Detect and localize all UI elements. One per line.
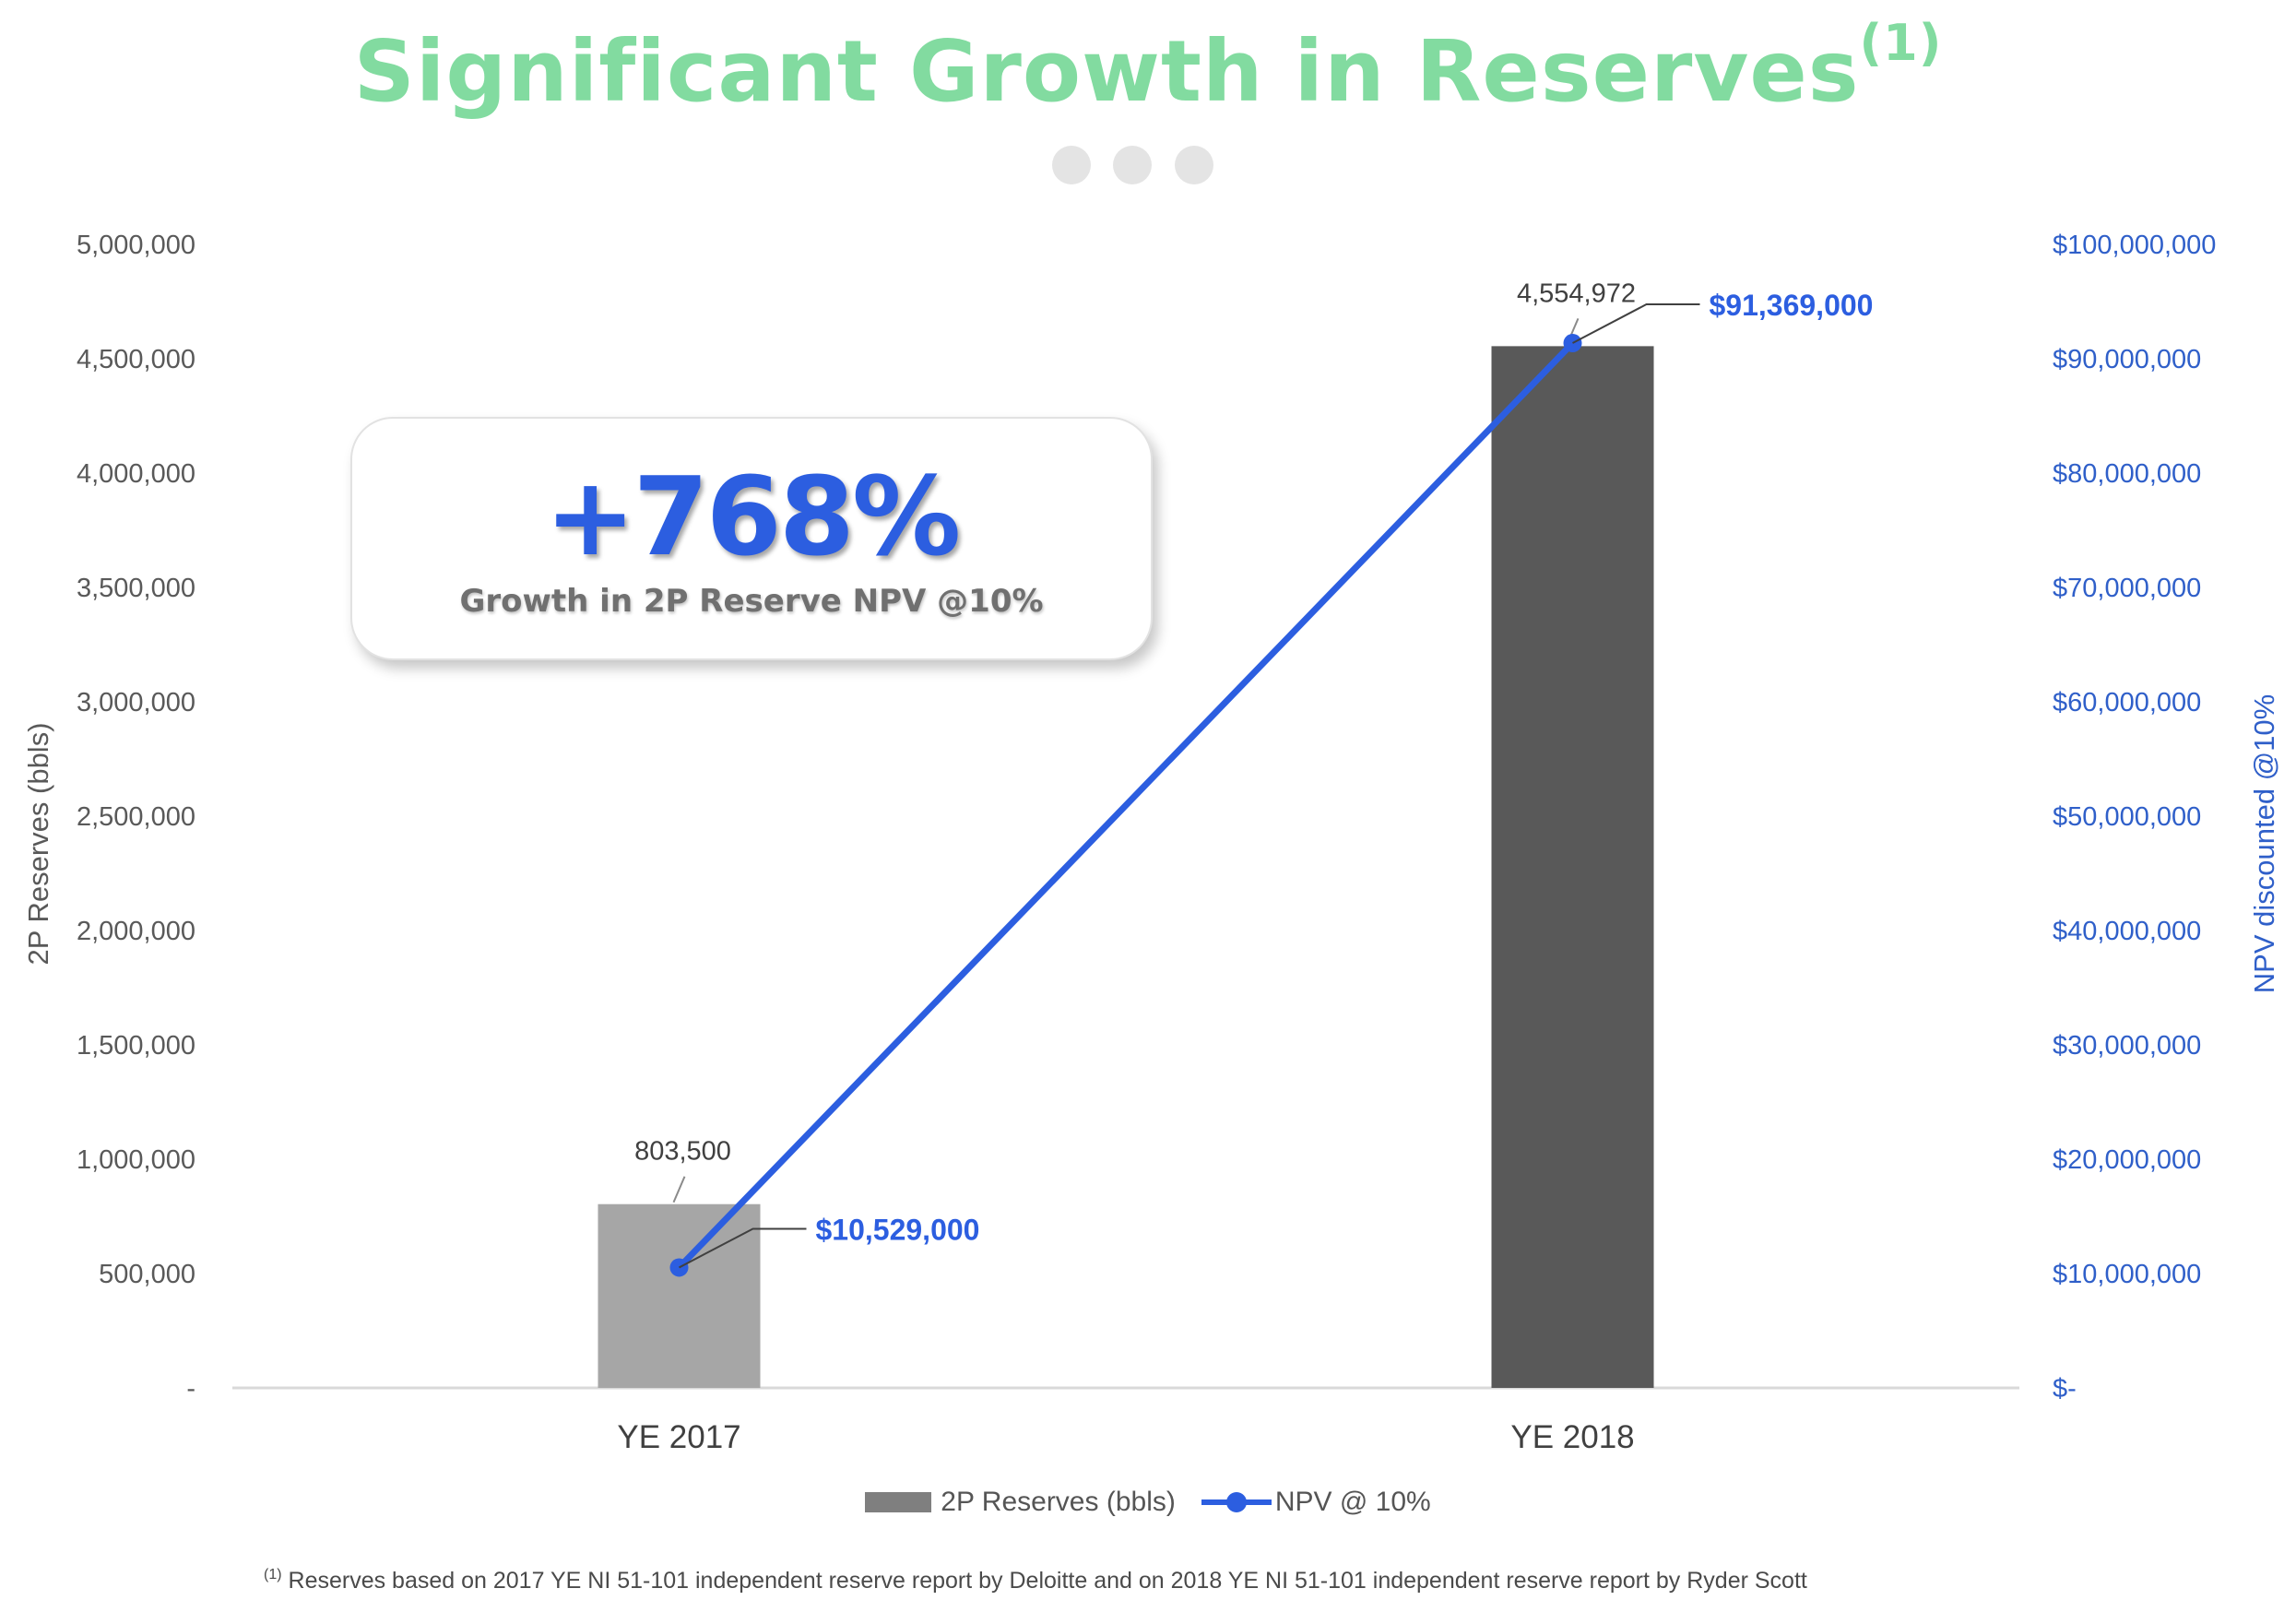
bar-reserves	[1491, 346, 1654, 1388]
bar-label-leader	[672, 1176, 686, 1203]
footnote-marker: (1)	[264, 1567, 282, 1582]
y-tick-left: 3,500,000	[77, 574, 195, 603]
callout-value: +768%	[544, 453, 961, 580]
legend-line-swatch	[1201, 1492, 1272, 1512]
legend-item-reserves: 2P Reserves (bbls)	[865, 1487, 1176, 1518]
y-tick-right: $30,000,000	[2053, 1031, 2201, 1061]
growth-callout: +768% Growth in 2P Reserve NPV @10%	[350, 417, 1153, 660]
y-tick-right: $50,000,000	[2053, 802, 2201, 832]
y-axis-title-right: NPV discounted @10%	[2248, 694, 2280, 993]
callout-label: Growth in 2P Reserve NPV @10%	[459, 583, 1044, 620]
chart-legend: 2P Reserves (bbls) NPV @ 10%	[0, 1487, 2296, 1518]
legend-item-npv: NPV @ 10%	[1201, 1487, 1431, 1518]
y-tick-right: $90,000,000	[2053, 345, 2201, 374]
npv-label-leader	[1572, 303, 1700, 344]
y-tick-right: $40,000,000	[2053, 917, 2201, 946]
y-tick-right: $60,000,000	[2053, 688, 2201, 717]
legend-bar-swatch	[865, 1492, 932, 1512]
page-title: Significant Growth in Reserves(1)	[0, 17, 2296, 127]
y-tick-left: 4,500,000	[77, 345, 195, 374]
title-footnote-marker: (1)	[1859, 14, 1943, 72]
y-tick-left: 3,000,000	[77, 688, 195, 717]
y-tick-right: $10,000,000	[2053, 1260, 2201, 1289]
x-tick-label: YE 2017	[617, 1419, 740, 1455]
bar-data-label: 803,500	[634, 1137, 731, 1167]
x-tick-label: YE 2018	[1510, 1419, 1634, 1455]
slide-dot-3	[1175, 146, 1213, 184]
footnote-text: Reserves based on 2017 YE NI 51-101 inde…	[288, 1568, 1807, 1594]
y-tick-left: 2,000,000	[77, 917, 195, 946]
slide-dot-2	[1113, 146, 1152, 184]
y-tick-left: -	[186, 1374, 195, 1404]
title-text: Significant Growth in Reserves	[353, 22, 1860, 121]
footnote: (1) Reserves based on 2017 YE NI 51-101 …	[264, 1568, 1807, 1594]
slide-dot-1	[1052, 146, 1091, 184]
npv-data-label: $10,529,000	[816, 1213, 980, 1246]
legend-label-reserves: 2P Reserves (bbls)	[941, 1487, 1176, 1517]
y-tick-left: 1,500,000	[77, 1031, 195, 1061]
y-tick-right: $-	[2053, 1374, 2077, 1404]
y-tick-left: 1,000,000	[77, 1145, 195, 1175]
legend-label-npv: NPV @ 10%	[1274, 1487, 1431, 1517]
npv-label-leader	[679, 1227, 807, 1269]
npv-data-label: $91,369,000	[1710, 289, 1874, 322]
bar-data-label: 4,554,972	[1517, 279, 1636, 308]
y-tick-right: $80,000,000	[2053, 459, 2201, 489]
bar-reserves	[598, 1203, 761, 1388]
y-tick-left: 4,000,000	[77, 459, 195, 489]
y-axis-title-left: 2P Reserves (bbls)	[22, 722, 54, 965]
y-tick-right: $70,000,000	[2053, 574, 2201, 603]
y-tick-right: $20,000,000	[2053, 1145, 2201, 1175]
y-tick-left: 2,500,000	[77, 802, 195, 832]
y-tick-left: 500,000	[99, 1260, 195, 1289]
npv-line	[676, 340, 1576, 1270]
y-tick-right: $100,000,000	[2053, 231, 2216, 260]
y-tick-left: 5,000,000	[77, 231, 195, 260]
